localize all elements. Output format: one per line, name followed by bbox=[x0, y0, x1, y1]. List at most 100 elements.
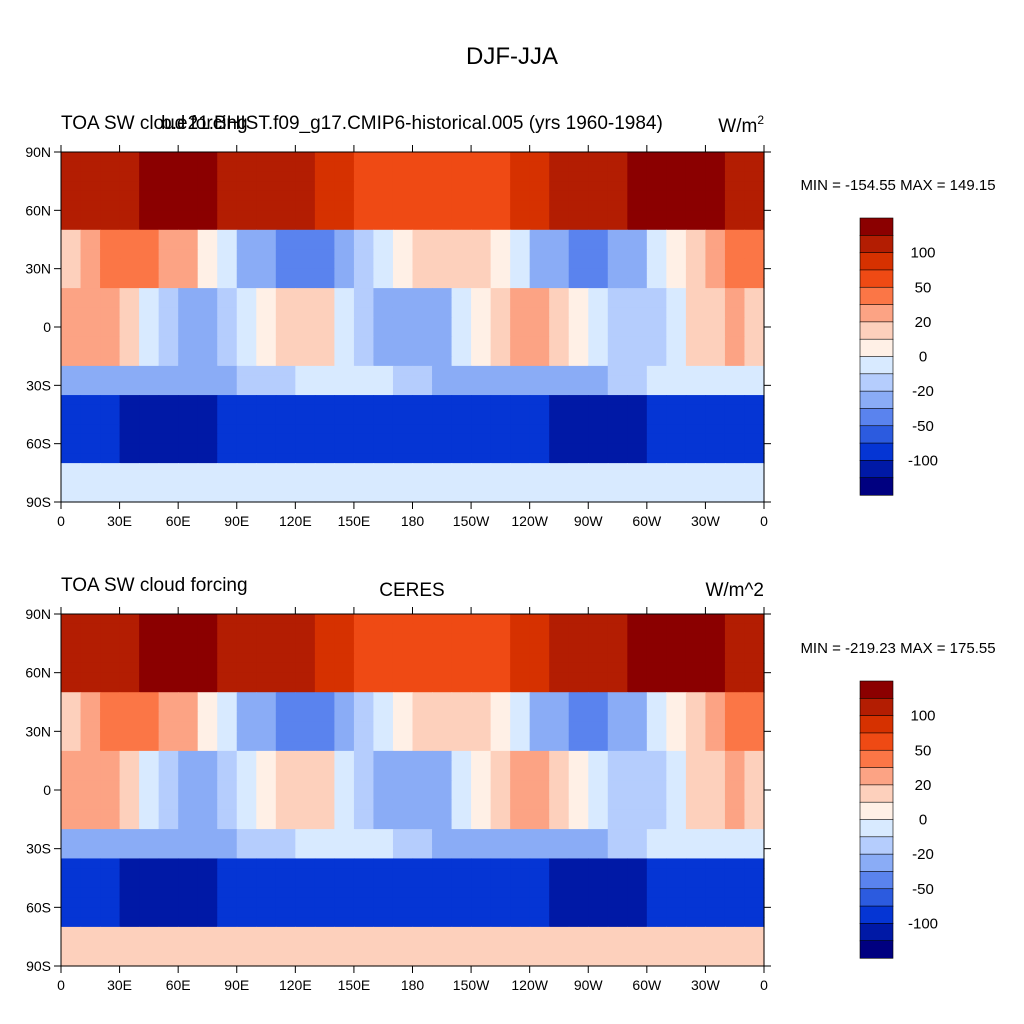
map-cell bbox=[451, 171, 472, 182]
map-cell bbox=[490, 790, 511, 801]
map-cell bbox=[627, 463, 648, 474]
map-cell bbox=[646, 741, 667, 752]
map-cell bbox=[529, 161, 550, 173]
map-cell bbox=[666, 395, 687, 406]
map-cell bbox=[80, 819, 101, 830]
map-cell bbox=[353, 917, 375, 928]
map-cell bbox=[314, 317, 335, 328]
map-cell bbox=[80, 433, 101, 445]
map-cell bbox=[646, 858, 667, 869]
map-cell bbox=[432, 760, 453, 772]
map-cell bbox=[568, 917, 589, 928]
map-cell bbox=[256, 443, 277, 454]
map-cell bbox=[158, 327, 179, 338]
map-cell bbox=[685, 897, 707, 908]
map-cell bbox=[295, 161, 316, 173]
map-cell bbox=[275, 653, 296, 664]
map-cell bbox=[158, 760, 179, 772]
map-cell bbox=[646, 365, 667, 377]
map-cell bbox=[432, 239, 453, 250]
map-cell bbox=[217, 643, 238, 654]
map-cell bbox=[61, 917, 82, 928]
map-cell bbox=[627, 633, 648, 644]
map-cell bbox=[549, 346, 570, 357]
map-cell bbox=[724, 414, 746, 425]
map-cell bbox=[568, 809, 589, 820]
y-tick-label: 60N bbox=[25, 202, 51, 218]
map-cell bbox=[256, 171, 277, 182]
map-cell bbox=[256, 741, 277, 752]
map-cell bbox=[392, 614, 414, 625]
map-cell bbox=[353, 278, 375, 289]
map-cell bbox=[158, 356, 179, 367]
map-cell bbox=[119, 414, 140, 425]
x-tick-label: 0 bbox=[760, 513, 768, 529]
map-cell bbox=[158, 404, 179, 416]
map-cell bbox=[139, 181, 160, 192]
map-cell bbox=[314, 848, 335, 860]
map-cell bbox=[510, 868, 531, 879]
map-cell bbox=[80, 482, 101, 493]
map-cell bbox=[119, 633, 140, 644]
map-cell bbox=[705, 614, 726, 625]
map-cell bbox=[373, 395, 394, 406]
map-cell bbox=[666, 614, 687, 625]
map-cell bbox=[353, 356, 375, 367]
map-cell bbox=[256, 229, 277, 241]
map-cell bbox=[353, 623, 375, 635]
map-cell bbox=[100, 385, 121, 396]
map-cell bbox=[744, 838, 765, 850]
map-cell bbox=[80, 317, 101, 328]
map-cell bbox=[471, 288, 492, 299]
x-tick-label: 90E bbox=[224, 977, 249, 993]
map-cell bbox=[646, 750, 667, 762]
map-cell bbox=[685, 472, 707, 484]
map-cell bbox=[392, 653, 414, 664]
map-cell bbox=[432, 731, 453, 742]
map-cell bbox=[119, 385, 140, 396]
map-cell bbox=[705, 171, 726, 182]
map-cell bbox=[529, 152, 550, 163]
map-cell bbox=[80, 721, 101, 732]
map-cell bbox=[666, 297, 687, 309]
map-cell bbox=[627, 258, 648, 270]
map-cell bbox=[158, 633, 179, 644]
map-cell bbox=[451, 404, 472, 416]
map-cell bbox=[197, 878, 218, 889]
map-cell bbox=[392, 472, 414, 484]
map-cell bbox=[705, 760, 726, 772]
map-cell bbox=[217, 492, 238, 503]
map-cell bbox=[178, 848, 199, 860]
map-cell bbox=[178, 336, 199, 348]
map-cell bbox=[334, 721, 355, 732]
map-cell bbox=[353, 346, 375, 357]
map-cell bbox=[256, 848, 277, 860]
map-cell bbox=[236, 200, 257, 211]
x-tick-label: 120W bbox=[511, 977, 548, 993]
map-cell bbox=[373, 152, 394, 163]
map-cell bbox=[607, 633, 628, 644]
map-cell bbox=[392, 200, 414, 211]
map-cell bbox=[510, 790, 531, 801]
map-cell bbox=[178, 356, 199, 367]
y-tick-label: 90S bbox=[26, 958, 51, 974]
map-cell bbox=[451, 848, 472, 860]
map-cell bbox=[451, 702, 472, 713]
map-cell bbox=[471, 171, 492, 182]
map-cell bbox=[588, 946, 609, 957]
map-cell bbox=[744, 278, 765, 289]
panel-obs-center-title: CERES bbox=[379, 580, 444, 601]
map-cell bbox=[705, 375, 726, 386]
map-cell bbox=[178, 829, 199, 840]
map-cell bbox=[100, 926, 121, 938]
map-cell bbox=[705, 327, 726, 338]
map-cell bbox=[373, 692, 394, 703]
map-cell bbox=[80, 220, 101, 231]
map-cell bbox=[744, 750, 765, 762]
map-cell bbox=[451, 897, 472, 908]
map-cell bbox=[314, 878, 335, 889]
map-cell bbox=[490, 433, 511, 445]
map-cell bbox=[178, 404, 199, 416]
map-cell bbox=[646, 395, 667, 406]
map-cell bbox=[666, 662, 687, 674]
